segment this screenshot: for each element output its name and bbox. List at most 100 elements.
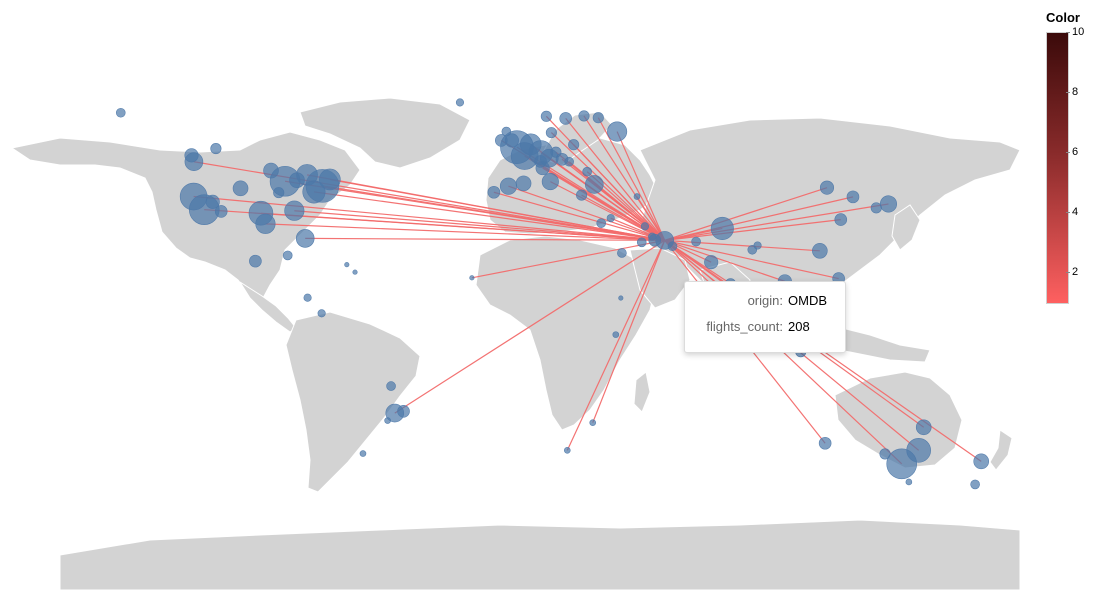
airport-circle[interactable] [970,479,980,490]
route-line [313,191,665,241]
airport-circle[interactable] [344,262,350,268]
route-line [294,210,665,241]
color-legend: Color 10 8 6 4 2 [1040,8,1100,308]
tooltip-value: OMDB [788,293,827,308]
airport-circle[interactable] [455,98,465,107]
airport-circle[interactable] [589,419,597,426]
legend-tick-label: 10 [1072,26,1085,38]
airport-circle[interactable] [359,450,367,457]
airport-circle[interactable] [282,250,293,261]
land-layer [10,97,1021,591]
airport-circle[interactable] [504,133,519,148]
airport-circle[interactable] [607,121,628,142]
airport-circle[interactable] [704,255,719,270]
legend-tick-label: 8 [1072,86,1079,98]
route-line [305,237,665,241]
airport-circle[interactable] [319,168,341,191]
airport-circle[interactable] [501,126,512,137]
airport-circle[interactable] [263,162,279,179]
airport-circle[interactable] [606,214,615,223]
airport-circle[interactable] [214,205,228,218]
legend-tick-mark [1066,272,1070,273]
airport-circle[interactable] [499,177,518,195]
airport-circle[interactable] [184,148,199,163]
airport-circle[interactable] [667,241,678,252]
land-antarctica [59,519,1021,591]
airport-circle[interactable] [636,237,647,248]
airport-circle[interactable] [834,213,848,226]
airport-circle[interactable] [205,194,220,209]
airport-circle[interactable] [559,112,573,125]
airport-circle[interactable] [819,180,835,195]
airport-circle[interactable] [384,417,391,424]
route-line [545,115,666,241]
airport-circle[interactable] [691,236,701,247]
airport-circle[interactable] [232,180,249,197]
airport-circle[interactable] [618,295,624,301]
airport-circle[interactable] [973,453,990,470]
airport-circle[interactable] [289,172,305,188]
route-line [566,240,666,451]
airport-circle[interactable] [812,243,828,259]
route-line [664,187,828,241]
airport-circle[interactable] [879,195,898,213]
airport-circle[interactable] [550,146,562,158]
land-japan [891,204,921,251]
airport-circle[interactable] [576,189,588,201]
land-new-zealand [989,429,1013,471]
airport-circle[interactable] [633,193,641,200]
route-line [471,239,665,279]
airport-circle[interactable] [255,213,276,234]
airport-circle[interactable] [818,436,832,450]
airport-circle[interactable] [905,478,913,486]
airport-circle[interactable] [596,218,607,228]
airport-circle[interactable] [303,293,312,302]
airport-circle[interactable] [915,419,932,436]
land-madagascar [633,371,651,413]
airport-circle[interactable] [249,254,262,268]
airport-circle[interactable] [648,232,657,241]
airport-circle[interactable] [273,187,285,199]
airport-circle[interactable] [386,381,396,391]
route-line [664,203,889,241]
route-line [306,174,665,241]
airport-circle[interactable] [545,127,557,139]
airport-circle[interactable] [564,156,574,167]
route-line [616,131,666,241]
airport-circle[interactable] [617,248,627,258]
airport-circle[interactable] [115,107,126,118]
airport-circle[interactable] [585,175,604,194]
airport-circle[interactable] [879,448,891,460]
airport-circle[interactable] [397,404,410,418]
airport-circle[interactable] [515,175,532,192]
airport-circle[interactable] [592,112,604,124]
airport-circle[interactable] [578,110,590,122]
airport-circle[interactable] [568,139,580,151]
tooltip-value: 208 [788,319,810,334]
legend-tick-mark [1066,152,1070,153]
airport-circle[interactable] [612,331,620,338]
airport-circle[interactable] [317,309,326,318]
airport-circle[interactable] [487,185,501,199]
airport-circle[interactable] [284,200,305,221]
airport-circle[interactable] [582,166,592,177]
airport-circle[interactable] [352,269,358,275]
airport-circle[interactable] [534,155,547,168]
airport-circle[interactable] [519,133,542,156]
legend-tick-mark [1066,212,1070,213]
airport-circle[interactable] [540,110,552,122]
airport-circle[interactable] [846,190,860,204]
airport-circle[interactable] [710,216,734,241]
legend-tick-label: 4 [1072,206,1079,218]
airport-circle[interactable] [295,229,315,248]
airport-circle[interactable] [541,173,559,191]
airport-circle[interactable] [886,448,918,480]
airport-circle[interactable] [753,241,762,250]
tooltip-key: origin: [747,293,783,308]
airport-circle[interactable] [469,275,475,281]
airport-circle[interactable] [210,143,222,155]
legend-tick-label: 2 [1072,266,1079,278]
airport-circle[interactable] [563,447,571,454]
airport-circle[interactable] [640,222,649,231]
